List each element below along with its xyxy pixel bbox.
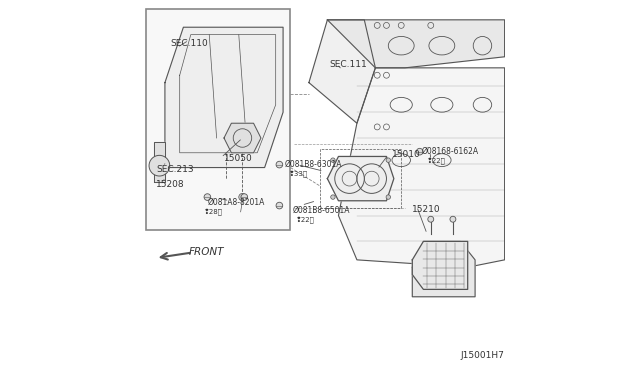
Polygon shape	[339, 68, 504, 267]
Polygon shape	[412, 241, 468, 289]
Text: 15010: 15010	[392, 150, 420, 159]
Circle shape	[204, 194, 211, 201]
Circle shape	[239, 193, 246, 201]
Text: Ø081A8-8201A: Ø081A8-8201A	[207, 198, 265, 207]
Text: ❢28⦓: ❢28⦓	[204, 208, 223, 215]
Text: ❢33⦓: ❢33⦓	[289, 170, 308, 177]
Circle shape	[386, 195, 390, 199]
Circle shape	[276, 202, 283, 209]
Circle shape	[276, 161, 283, 168]
Text: 15210: 15210	[412, 205, 441, 215]
Circle shape	[386, 158, 390, 162]
Circle shape	[149, 155, 170, 176]
Polygon shape	[412, 241, 475, 297]
Polygon shape	[328, 157, 394, 201]
Polygon shape	[328, 20, 504, 68]
Circle shape	[331, 158, 335, 162]
Circle shape	[428, 216, 434, 222]
Text: 15050: 15050	[224, 154, 253, 163]
Text: J15001H7: J15001H7	[460, 351, 504, 360]
Text: Ø081B8-6301A: Ø081B8-6301A	[285, 159, 342, 169]
Text: SEC.111: SEC.111	[329, 60, 367, 69]
Text: ❢22⦓: ❢22⦓	[427, 157, 446, 164]
Circle shape	[241, 194, 248, 201]
Text: SEC.110: SEC.110	[170, 39, 208, 48]
Polygon shape	[309, 20, 376, 123]
Text: ❢22⦓: ❢22⦓	[296, 216, 315, 223]
Polygon shape	[154, 142, 165, 182]
Text: Ø081B8-6501A: Ø081B8-6501A	[292, 205, 350, 215]
Polygon shape	[224, 123, 261, 153]
Circle shape	[331, 195, 335, 199]
Text: 15208: 15208	[156, 180, 184, 189]
Text: Ø08168-6162A: Ø08168-6162A	[422, 147, 479, 155]
Bar	[147, 9, 291, 230]
Polygon shape	[165, 27, 283, 167]
Circle shape	[417, 148, 423, 155]
Circle shape	[450, 216, 456, 222]
Text: FRONT: FRONT	[189, 247, 225, 257]
Text: SEC.213: SEC.213	[157, 165, 195, 174]
